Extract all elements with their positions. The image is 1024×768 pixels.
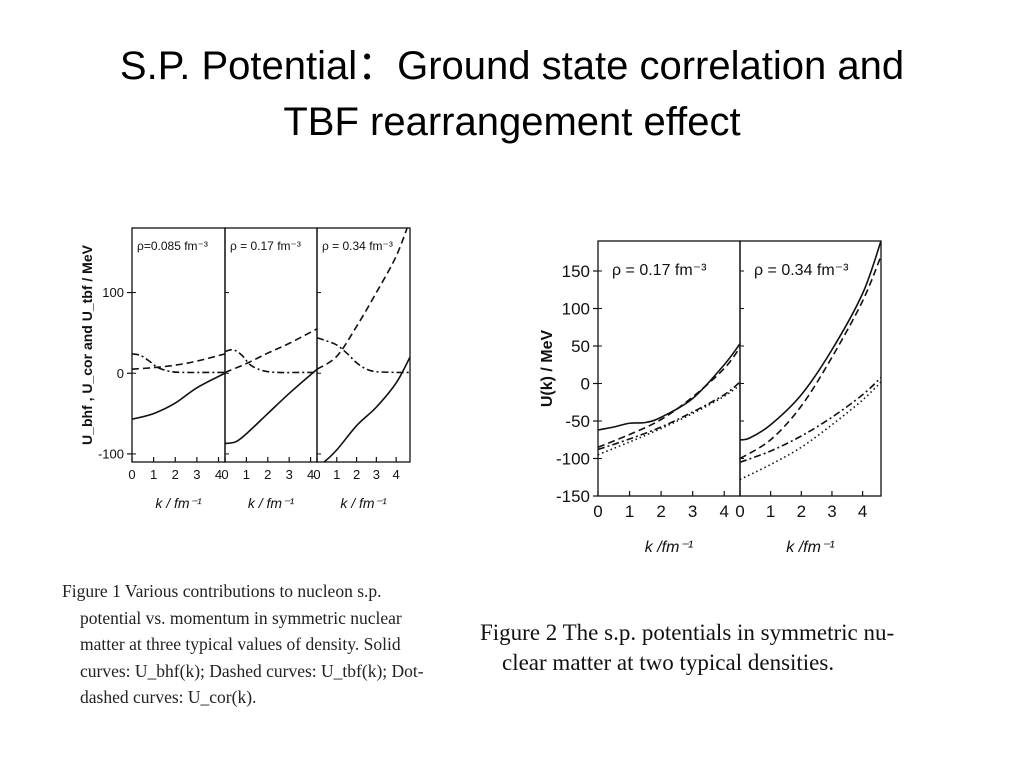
x-tick-label: 3 [193, 467, 200, 482]
series-line-u-cor [317, 336, 410, 374]
y-tick-label: 100 [102, 285, 124, 300]
figure1-caption-line-3: matter at three typical values of densit… [80, 634, 401, 654]
chart-2-panel-1: 0 1 2 3 4 ρ = 0.17 fm⁻³ k /fm⁻¹ [593, 240, 741, 556]
series-line-dotted-4 [740, 381, 881, 481]
x-axis-label: k / fm⁻¹ [340, 495, 387, 511]
series-line-dashed-2 [740, 255, 881, 460]
chart-2-panel-2: 0 1 2 3 4 ρ = 0.34 fm⁻³ k /fm⁻¹ [735, 240, 882, 556]
series-line-u-bhf [322, 356, 410, 462]
figure1-caption-line-1: Figure 1 Various contributions to nucleo… [62, 581, 382, 601]
series-line-u-bhf [225, 368, 317, 445]
y-tick-label: 0 [117, 366, 124, 381]
series-line-u-tbf [132, 353, 225, 371]
x-tick-label: 0 [128, 467, 135, 482]
series-line-u-cor [132, 353, 225, 374]
y-axis-label: U(k) / MeV [539, 330, 556, 408]
panel-density-label: ρ=0.085 fm⁻³ [137, 239, 208, 253]
figure1-caption-line-4: curves: U_bhf(k); Dashed curves: U_tbf(k… [80, 660, 424, 681]
x-tick-label: 0 [735, 502, 744, 521]
x-tick-label: 4 [307, 467, 314, 482]
figure1-caption-line-2: potential vs. momentum in symmetric nucl… [80, 607, 402, 628]
y-tick-label: 100 [562, 299, 590, 318]
chart-1-panel-3: 0 1 2 3 4 ρ = 0.34 fm⁻³ k / fm⁻¹ [313, 227, 411, 511]
y-tick-label: -100 [556, 449, 590, 468]
series-line-u-tbf [317, 228, 408, 370]
panel-frame [739, 240, 882, 497]
chart-1-panel-1: 0 1 2 3 4ρ=0.085 fm⁻³k / fm⁻¹ [128, 227, 226, 511]
y-tick-label: -50 [565, 412, 590, 431]
x-tick-label: 1 [243, 467, 250, 482]
panel-frame [597, 240, 741, 497]
x-tick-label: 3 [373, 467, 380, 482]
y-tick-label: -100 [98, 446, 124, 461]
x-axis-label: k / fm⁻¹ [155, 495, 202, 511]
x-tick-label: 3 [827, 502, 836, 521]
x-tick-label: 0 [313, 467, 320, 482]
figure2-caption: Figure 2 The s.p. potentials in symmetri… [480, 618, 980, 678]
x-tick-label: 2 [656, 502, 665, 521]
y-tick-label: 50 [571, 337, 590, 356]
x-tick-label: 0 [221, 467, 228, 482]
x-tick-label: 2 [264, 467, 271, 482]
x-tick-label: 2 [353, 467, 360, 482]
panel-density-label: ρ = 0.17 fm⁻³ [230, 239, 301, 253]
figure1-caption: Figure 1 Various contributions to nucleo… [62, 578, 462, 711]
x-tick-label: 1 [625, 502, 634, 521]
chart-1-panel-2: 0 1 2 3 4ρ = 0.17 fm⁻³k / fm⁻¹ [221, 227, 318, 511]
x-tick-label: 3 [286, 467, 293, 482]
series-line-u-bhf [132, 372, 225, 421]
figure1-caption-line-5: dashed curves: U_cor(k). [80, 687, 257, 707]
figure2-caption-line-2: clear matter at two typical densities. [502, 650, 835, 675]
x-tick-label: 1 [333, 467, 340, 482]
y-axis-label: U_bhf , U_cor and U_tbf / MeV [79, 244, 95, 445]
y-tick-label: 0 [581, 374, 590, 393]
panel-density-label: ρ = 0.34 fm⁻³ [322, 239, 393, 253]
x-tick-label: 4 [215, 467, 222, 482]
slide-title-line-2: TBF rearrangement effect [283, 100, 741, 144]
figure2-caption-line-1: Figure 2 The s.p. potentials in symmetri… [480, 620, 895, 645]
x-axis-label: k / fm⁻¹ [248, 495, 295, 511]
series-line-solid-1 [598, 343, 740, 431]
x-axis-label: k /fm⁻¹ [645, 539, 693, 556]
panel-density-label: ρ = 0.34 fm⁻³ [754, 262, 849, 279]
series-line-dashdot-3 [598, 381, 740, 451]
x-axis-label: k /fm⁻¹ [786, 539, 834, 556]
y-tick-label: -150 [556, 487, 590, 506]
series-line-u-cor [225, 348, 317, 374]
series-line-dotted-4 [598, 384, 740, 456]
x-tick-label: 1 [150, 467, 157, 482]
x-tick-label: 1 [766, 502, 775, 521]
x-tick-label: 4 [858, 502, 867, 521]
x-tick-label: 0 [593, 502, 602, 521]
series-line-dashdot-3 [740, 376, 881, 464]
series-line-solid-1 [740, 241, 881, 441]
x-tick-label: 3 [688, 502, 697, 521]
x-tick-label: 4 [719, 502, 728, 521]
panel-frame [224, 227, 318, 463]
x-tick-label: 2 [172, 467, 179, 482]
x-tick-label: 4 [393, 467, 400, 482]
panel-frame [131, 227, 226, 463]
series-line-u-tbf [225, 328, 317, 374]
slide-title: S.P. Potential：Ground state correlation … [0, 38, 1024, 150]
slide-title-line-1: S.P. Potential：Ground state correlation … [119, 44, 905, 88]
panel-density-label: ρ = 0.17 fm⁻³ [612, 262, 707, 279]
x-tick-label: 2 [797, 502, 806, 521]
panel-frame [316, 227, 411, 463]
y-tick-label: 150 [562, 262, 590, 281]
